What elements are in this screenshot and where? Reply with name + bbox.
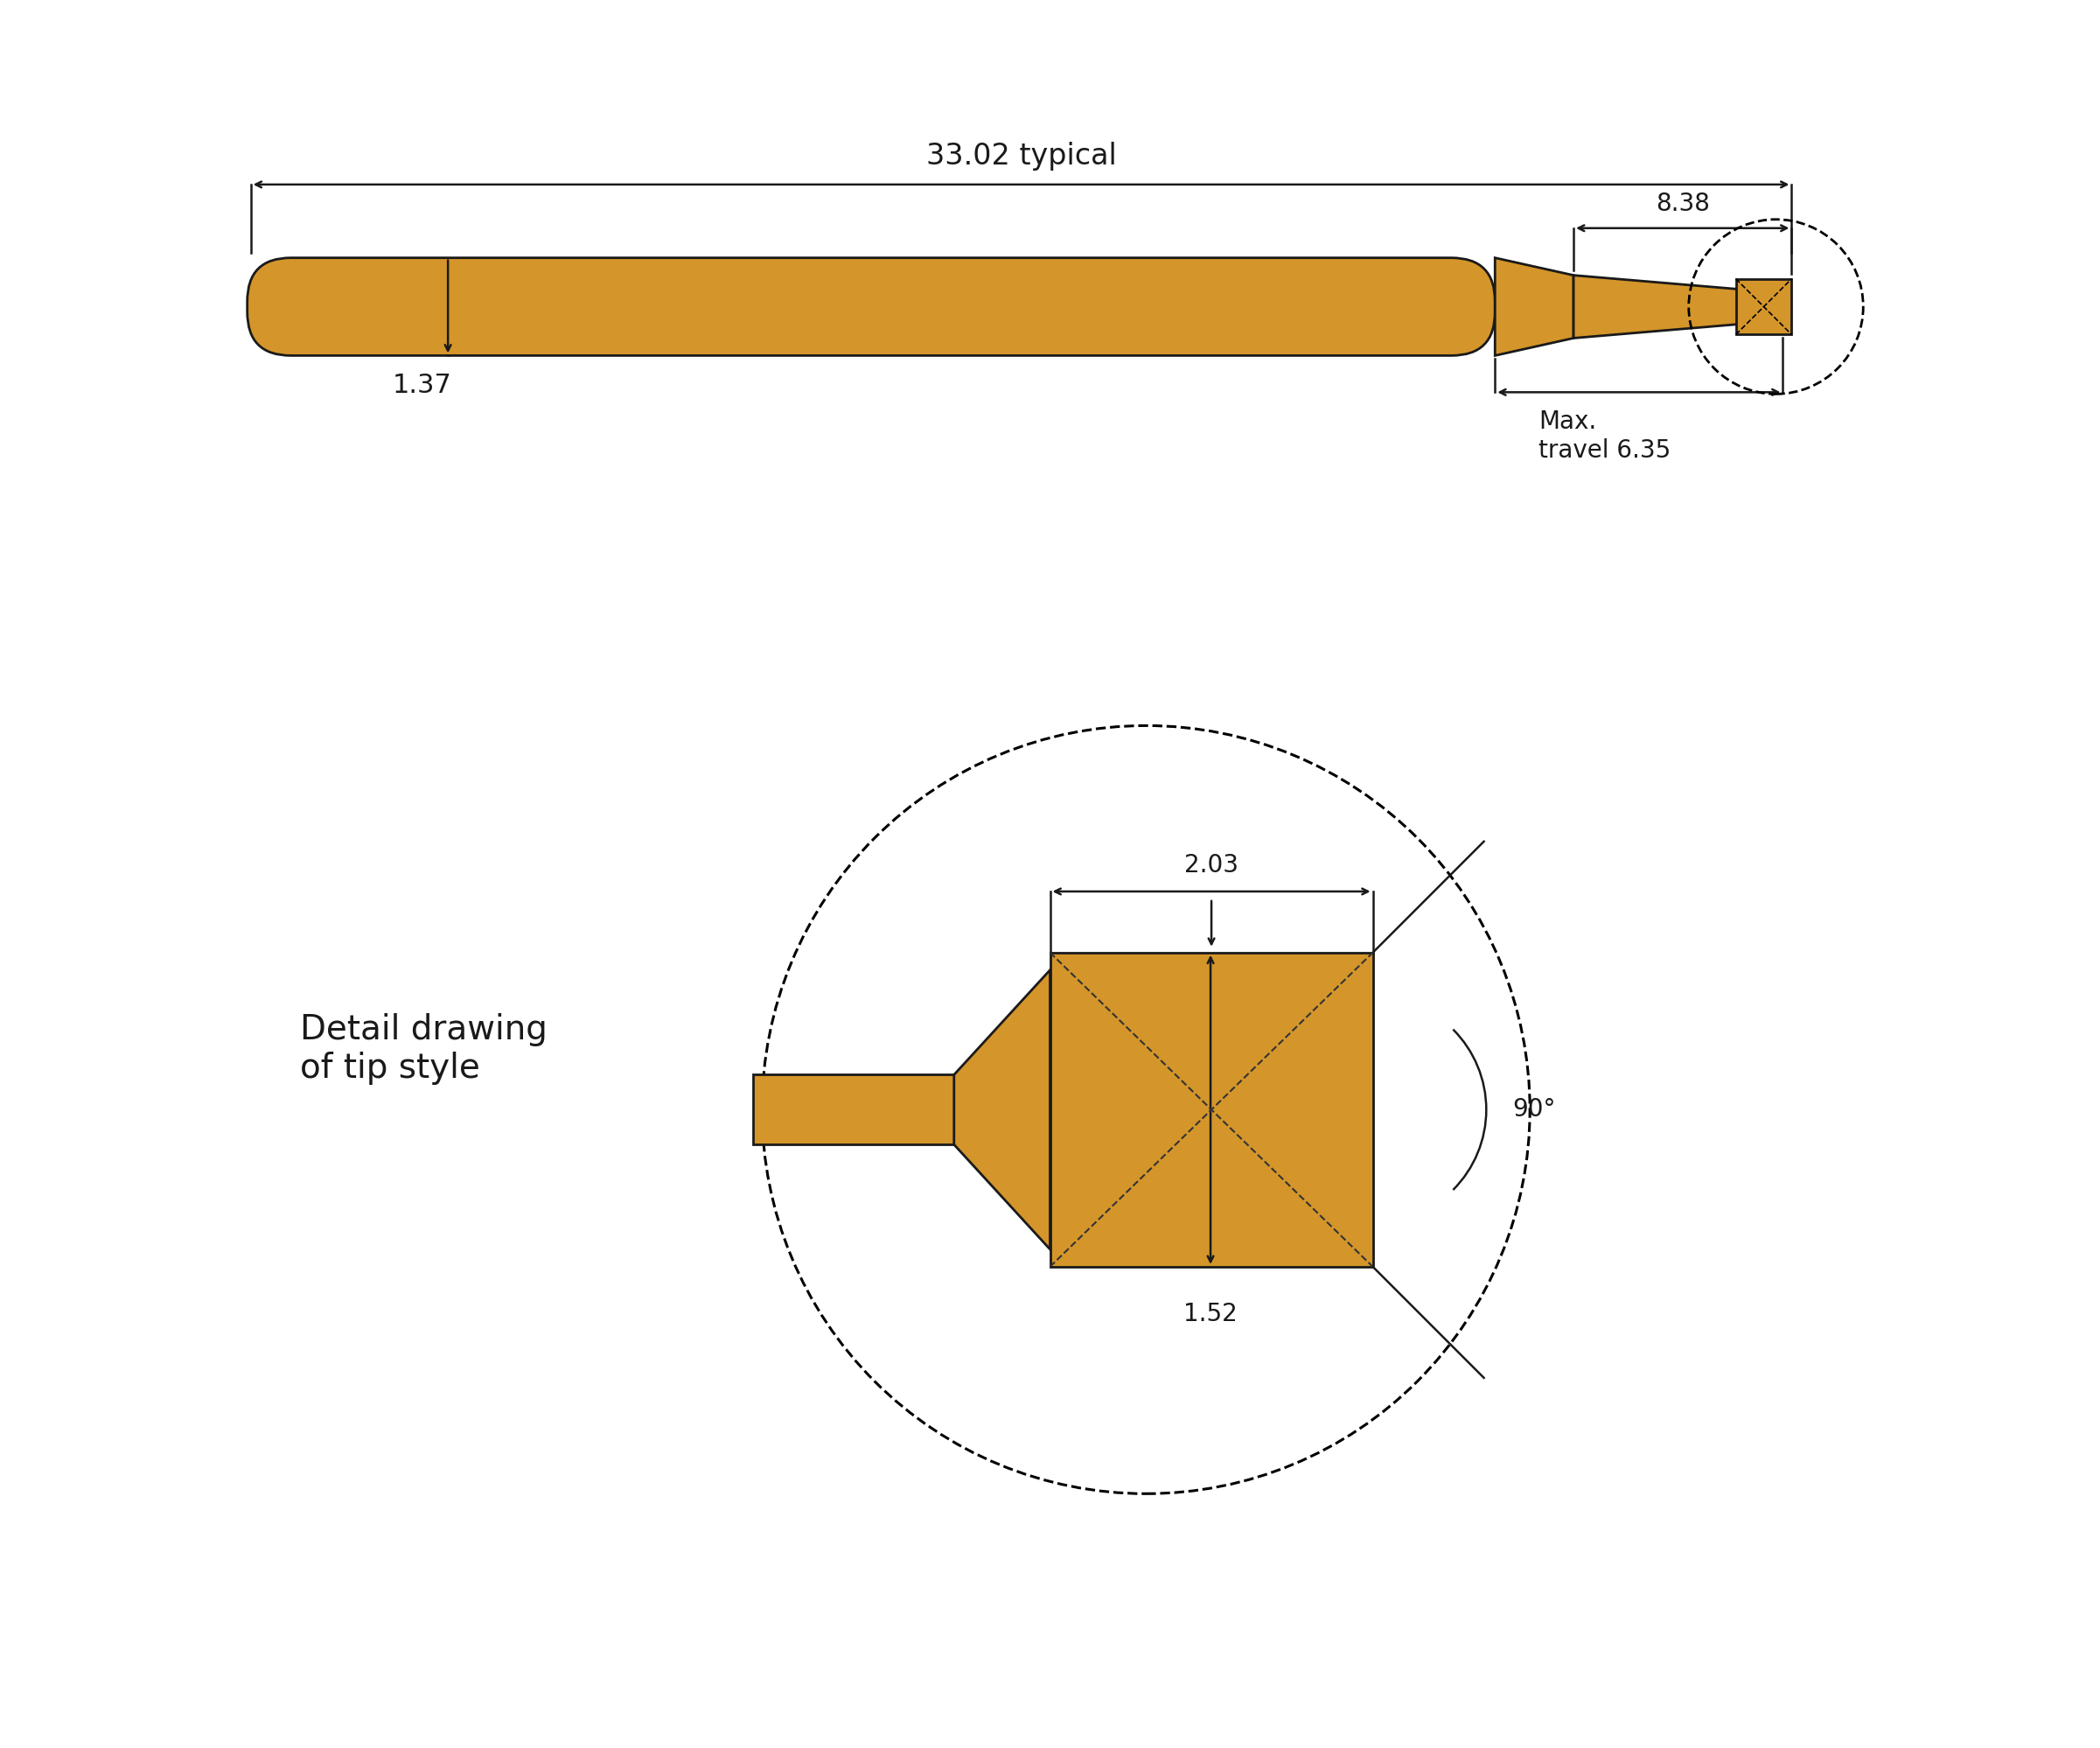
Text: Max.
travel 6.35: Max. travel 6.35 — [1539, 409, 1672, 463]
Polygon shape — [1737, 278, 1791, 334]
Text: 1.52: 1.52 — [1184, 1302, 1237, 1327]
FancyBboxPatch shape — [248, 257, 1495, 355]
Text: 90°: 90° — [1512, 1098, 1556, 1122]
Polygon shape — [1573, 274, 1739, 337]
Text: 1.37: 1.37 — [393, 372, 452, 399]
Polygon shape — [1495, 257, 1573, 355]
Text: 33.02 typical: 33.02 typical — [926, 142, 1117, 171]
Text: 2.03: 2.03 — [1184, 853, 1239, 877]
Text: Detail drawing
of tip style: Detail drawing of tip style — [300, 1012, 546, 1084]
Text: 8.38: 8.38 — [1655, 192, 1709, 217]
Polygon shape — [1050, 953, 1373, 1267]
Polygon shape — [953, 970, 1050, 1250]
Polygon shape — [754, 1075, 953, 1145]
